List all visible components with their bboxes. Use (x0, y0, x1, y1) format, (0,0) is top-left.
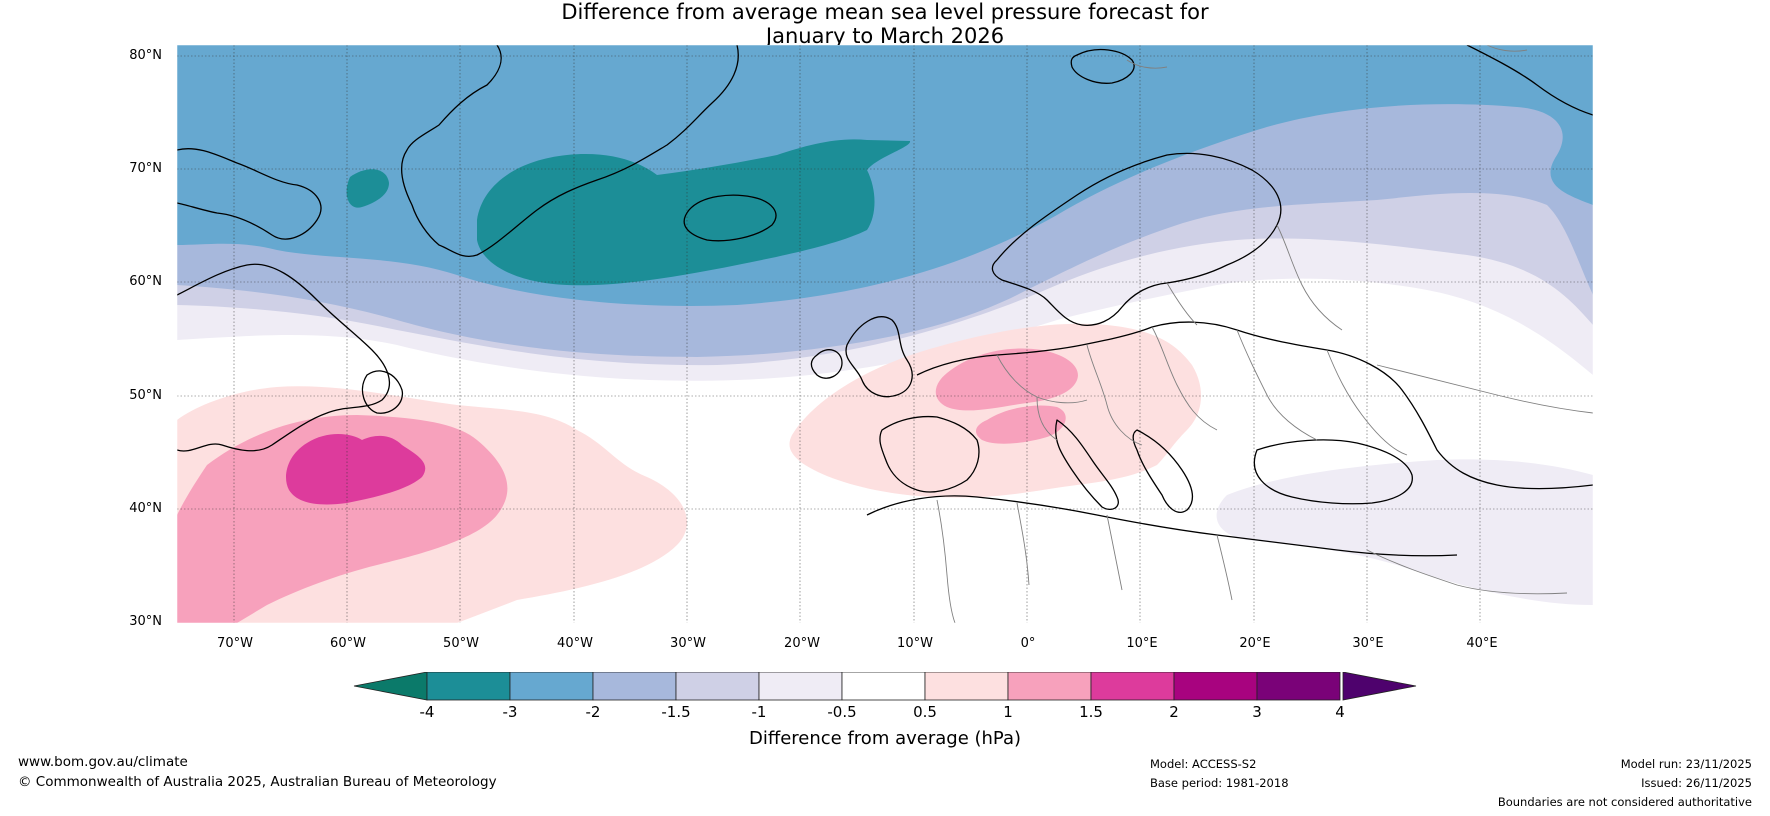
colorbar-tick: 4 (1335, 703, 1345, 721)
lon-label-30w: 30°W (670, 636, 706, 651)
lat-label-30n: 30°N (129, 614, 162, 629)
colorbar-box (1007, 672, 1092, 701)
colorbar-tick: 1.5 (1079, 703, 1103, 721)
colorbar-box (1173, 672, 1258, 701)
pressure-anomaly-map (177, 45, 1593, 623)
map-gridlines (177, 45, 1593, 623)
lat-label-50n: 50°N (129, 388, 162, 403)
footer-website: www.bom.gov.au/climate (18, 754, 188, 770)
lon-label-0: 0° (1020, 636, 1036, 651)
colorbar-tick: -2 (585, 703, 601, 721)
colorbar-box (924, 672, 1009, 701)
map-title-line1: Difference from average mean sea level p… (561, 0, 1209, 24)
colorbar-min-extension (353, 672, 428, 701)
lat-label-80n: 80°N (129, 48, 162, 63)
map-borders (936, 45, 1593, 623)
contour-pos-1-europe-north (935, 348, 1078, 411)
colorbar-box (841, 672, 926, 701)
colorbar-boxes (426, 672, 1341, 701)
contour-pos-1-5-atlantic (286, 434, 426, 505)
colorbar-box (426, 672, 511, 701)
footer-disclaimer: Boundaries are not considered authoritat… (1497, 795, 1752, 809)
lat-label-40n: 40°N (129, 501, 162, 516)
contour-neg-0-5-easternmed (1216, 459, 1593, 605)
colorbar (353, 672, 1417, 701)
colorbar-tick: -3 (502, 703, 518, 721)
colorbar-tick: 1 (1003, 703, 1013, 721)
colorbar-tick: 0.5 (913, 703, 937, 721)
colorbar-tick: -0.5 (827, 703, 857, 721)
colorbar-box (1256, 672, 1341, 701)
footer-copyright: © Commonwealth of Australia 2025, Austra… (18, 774, 497, 790)
lon-label-20e: 20°E (1239, 636, 1271, 651)
colorbar-title: Difference from average (hPa) (748, 728, 1022, 749)
colorbar-box (509, 672, 594, 701)
footer-model-run: Model run: 23/11/2025 (1620, 757, 1752, 771)
lon-label-10w: 10°W (897, 636, 933, 651)
lon-label-60w: 60°W (330, 636, 366, 651)
colorbar-box (592, 672, 677, 701)
colorbar-box (1090, 672, 1175, 701)
lon-label-10e: 10°E (1126, 636, 1158, 651)
footer-issued: Issued: 26/11/2025 (1641, 776, 1752, 790)
colorbar-tick: -1.5 (661, 703, 691, 721)
contour-neg-3-atlantic (477, 139, 911, 286)
lon-label-20w: 20°W (784, 636, 820, 651)
colorbar-tick: 2 (1169, 703, 1179, 721)
map-title: Difference from average mean sea level p… (0, 0, 1770, 48)
colorbar-box (675, 672, 760, 701)
map-title-line2: January to March 2026 (765, 24, 1005, 48)
footer-base-period: Base period: 1981-2018 (1150, 776, 1289, 790)
colorbar-tick: 3 (1252, 703, 1262, 721)
footer-model: Model: ACCESS-S2 (1150, 757, 1257, 771)
lat-label-70n: 70°N (129, 161, 162, 176)
colorbar-tick: -4 (419, 703, 435, 721)
map-coastlines (177, 45, 1593, 557)
lon-label-50w: 50°W (443, 636, 479, 651)
colorbar-max-extension (1342, 672, 1417, 701)
lat-label-60n: 60°N (129, 274, 162, 289)
contour-pos-0-5-europe (789, 323, 1202, 498)
lon-label-40e: 40°E (1466, 636, 1498, 651)
colorbar-box (758, 672, 843, 701)
lon-label-40w: 40°W (557, 636, 593, 651)
contour-pos-1-europe-south (975, 405, 1066, 444)
colorbar-tick: -1 (751, 703, 767, 721)
lon-label-30e: 30°E (1352, 636, 1384, 651)
contour-neg-3-baffin (346, 169, 389, 208)
lon-label-70w: 70°W (217, 636, 253, 651)
